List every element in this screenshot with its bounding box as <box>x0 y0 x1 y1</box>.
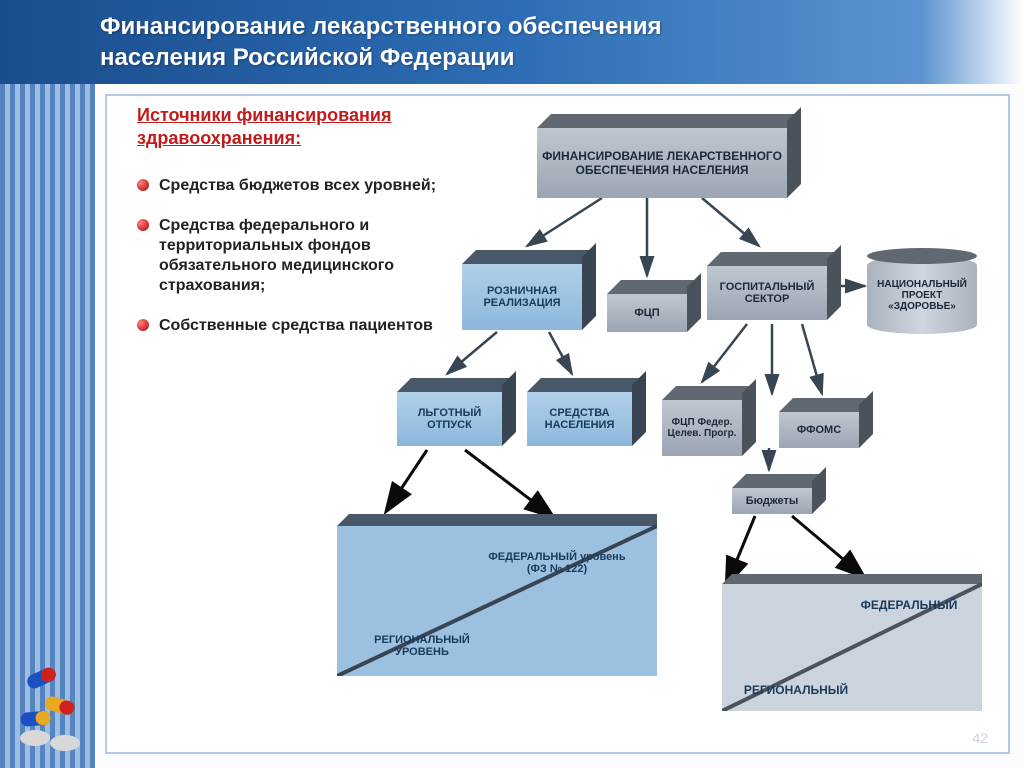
box-hospital: ГОСПИТАЛЬНЫЙ СЕКТОР <box>707 252 827 320</box>
cylinder-national-project: НАЦИОНАЛЬНЫЙ ПРОЕКТ «ЗДОРОВЬЕ» <box>867 256 977 334</box>
wedge-levels-left: ФЕДЕРАЛЬНЫЙ уровень (ФЗ № 122) РЕГИОНАЛЬ… <box>337 506 657 676</box>
box-lgot: ЛЬГОТНЫЙ ОТПУСК <box>397 378 502 446</box>
flowchart-diagram: ФИНАНСИРОВАНИЕ ЛЕКАРСТВЕННОГО ОБЕСПЕЧЕНИ… <box>107 96 1008 752</box>
box-root: ФИНАНСИРОВАНИЕ ЛЕКАРСТВЕННОГО ОБЕСПЕЧЕНИ… <box>537 114 787 198</box>
box-sredstva: СРЕДСТВА НАСЕЛЕНИЯ <box>527 378 632 446</box>
title-line1: Финансирование лекарственного обеспечени… <box>100 13 662 40</box>
content-frame: Источники финансирования здравоохранения… <box>105 94 1010 754</box>
title-line2: населения Российской Федерации <box>100 44 515 71</box>
wedge2-regional-label: РЕГИОНАЛЬНЫЙ <box>736 683 856 697</box>
box-budgets: Бюджеты <box>732 474 812 514</box>
cylinder-label: НАЦИОНАЛЬНЫЙ ПРОЕКТ «ЗДОРОВЬЕ» <box>875 279 969 312</box>
slide-title: Финансирование лекарственного обеспечени… <box>100 11 662 73</box>
wedge-levels-right: ФЕДЕРАЛЬНЫЙ РЕГИОНАЛЬНЫЙ <box>722 566 982 711</box>
wedge2-federal-label: ФЕДЕРАЛЬНЫЙ <box>854 598 964 612</box>
box-fcp1: ФЦП <box>607 280 687 332</box>
wedge1-regional-label: РЕГИОНАЛЬНЫЙ УРОВЕНЬ <box>357 634 487 658</box>
box-fcp2: ФЦП Федер. Целев. Прогр. <box>662 386 742 456</box>
pills-illustration <box>5 643 95 763</box>
box-ffoms: ФФОМС <box>779 398 859 448</box>
wedge1-federal-label: ФЕДЕРАЛЬНЫЙ уровень (ФЗ № 122) <box>487 551 627 575</box>
slide-number: 42 <box>972 730 988 746</box>
slide-header: Финансирование лекарственного обеспечени… <box>0 0 1024 84</box>
box-retail: РОЗНИЧНАЯ РЕАЛИЗАЦИЯ <box>462 250 582 330</box>
